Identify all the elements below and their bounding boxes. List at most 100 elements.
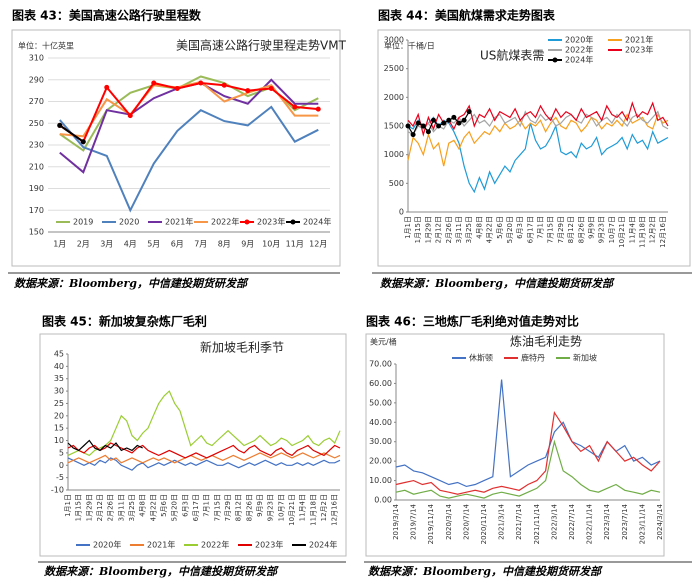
y-tick-label: 15 <box>54 424 64 433</box>
x-tick-label: 6月17日 <box>192 494 200 521</box>
x-tick-label: 12月16日 <box>331 494 339 526</box>
point-marker <box>292 104 298 110</box>
y-tick-label: 60.00 <box>369 379 392 388</box>
x-tick-label: 12月2日 <box>320 494 328 521</box>
source-note: 数据来源：Bloomberg，中信建投期货研发部 <box>14 277 249 290</box>
y-tick-label: -10 <box>51 486 64 495</box>
point-marker <box>80 139 86 145</box>
y-tick-label: 25 <box>54 399 64 408</box>
panel-border <box>377 29 691 267</box>
y-tick-label: 2500 <box>384 64 404 73</box>
x-tick-label: 10月7日 <box>277 494 285 521</box>
series-line <box>407 116 669 194</box>
legend-label: 2023年 <box>625 45 653 55</box>
y-tick-label: 40.00 <box>369 418 392 427</box>
series-line <box>407 101 669 137</box>
panel-border <box>11 29 341 267</box>
source-note: 数据来源：Bloomberg，中信建投期货研发部 <box>380 277 615 290</box>
x-tick-label: 1月15日 <box>75 494 83 521</box>
x-tick-label: 2019/11/14 <box>427 503 435 544</box>
panel-border <box>365 333 665 557</box>
y-tick-label: 45 <box>54 350 64 359</box>
series-line <box>395 439 661 499</box>
x-tick-label: 2021/11/14 <box>533 503 541 544</box>
figure-title: 图表 45：新加坡复杂炼厂毛利 <box>42 314 207 329</box>
point-marker <box>315 106 321 112</box>
x-tick-label: 2023/11/14 <box>638 503 646 544</box>
point-marker <box>127 113 133 119</box>
y-tick-label: 190 <box>29 184 44 193</box>
x-tick-label: 2022/11/14 <box>586 503 594 544</box>
unit-label: 美元/桶 <box>370 337 397 347</box>
legend-marker <box>244 219 250 225</box>
x-tick-label: 9月9日 <box>256 494 264 517</box>
legend-marker <box>552 57 558 63</box>
legend-label: 2020 <box>119 218 139 227</box>
x-tick-label: 5月20日 <box>506 216 514 243</box>
chart-title: 美国高速公路行驶里程走势VMT <box>176 38 347 53</box>
y-tick-label: 1500 <box>384 122 404 131</box>
x-tick-label: 3月 <box>100 240 113 249</box>
x-tick-label: 1月 <box>53 240 66 249</box>
x-tick-label: 2019/7/14 <box>410 503 418 539</box>
y-tick-label: 1000 <box>384 150 404 159</box>
x-tick-label: 2020/7/14 <box>462 503 470 539</box>
point-marker <box>198 80 204 86</box>
x-tick-label: 12月16日 <box>659 216 667 248</box>
x-tick-label: 8月12日 <box>235 494 243 521</box>
point-marker <box>461 117 467 123</box>
x-tick-label: 3月25日 <box>465 216 473 243</box>
x-tick-label: 10月7日 <box>608 216 616 243</box>
series-line <box>59 81 319 144</box>
legend-label: 2023年 <box>255 540 283 550</box>
y-tick-label: 30 <box>54 387 64 396</box>
point-marker <box>430 117 436 123</box>
x-tick-label: 2月12日 <box>435 216 443 243</box>
y-tick-label: 170 <box>29 206 44 215</box>
figure-title: 图表 46：三地炼厂毛利绝对值走势对比 <box>366 314 579 329</box>
x-tick-label: 2021/3/14 <box>498 503 506 539</box>
x-tick-label: 2021/7/14 <box>515 503 523 539</box>
x-tick-label: 9月9日 <box>588 216 596 239</box>
y-tick-label: 2000 <box>384 93 404 102</box>
legend-label: 2022年 <box>201 540 229 550</box>
y-tick-label: 3000 <box>384 36 404 45</box>
chart-title: 炼油毛利走势 <box>510 334 582 349</box>
point-marker <box>446 117 452 123</box>
x-tick-label: 2023/7/14 <box>621 503 629 539</box>
x-tick-label: 11月18日 <box>639 216 647 248</box>
x-tick-label: 2月26日 <box>445 216 453 243</box>
y-tick-label: 290 <box>29 75 44 84</box>
y-tick-label: 0.00 <box>374 496 392 505</box>
x-tick-label: 1月1日 <box>404 216 412 239</box>
legend-label: 鹿特丹 <box>521 353 545 363</box>
legend-label: 新加坡 <box>573 353 597 363</box>
x-tick-label: 7月29日 <box>557 216 565 243</box>
point-marker <box>436 123 442 129</box>
x-tick-label: 11月 <box>286 240 304 249</box>
y-tick-label: -5 <box>56 473 64 482</box>
y-tick-label: 270 <box>29 97 44 106</box>
x-tick-label: 5月6日 <box>160 494 168 517</box>
x-tick-label: 12月 <box>309 240 327 249</box>
series-line <box>67 442 341 459</box>
y-tick-label: 210 <box>29 162 44 171</box>
x-tick-label: 6月17日 <box>526 216 534 243</box>
x-tick-label: 3月11日 <box>117 494 125 521</box>
x-tick-label: 2020/3/14 <box>445 503 453 539</box>
y-tick-label: 35 <box>54 374 64 383</box>
x-tick-label: 1月15日 <box>414 216 422 243</box>
legend-label: 2022年 <box>565 45 593 55</box>
source-note: 数据来源：Bloomberg，中信建投期货研发部 <box>368 565 603 578</box>
y-tick-label: 150 <box>29 228 44 237</box>
series-line <box>395 410 661 495</box>
x-tick-label: 4月22日 <box>149 494 157 521</box>
x-tick-label: 1月29日 <box>85 494 93 521</box>
legend-label: 2022年 <box>211 217 239 227</box>
x-tick-label: 10月21日 <box>618 216 626 248</box>
x-tick-label: 8月26日 <box>245 494 253 521</box>
x-tick-label: 7月15日 <box>213 494 221 521</box>
x-tick-label: 11月18日 <box>309 494 317 526</box>
x-tick-label: 2022/3/14 <box>550 503 558 539</box>
x-tick-label: 9月 <box>241 240 254 249</box>
